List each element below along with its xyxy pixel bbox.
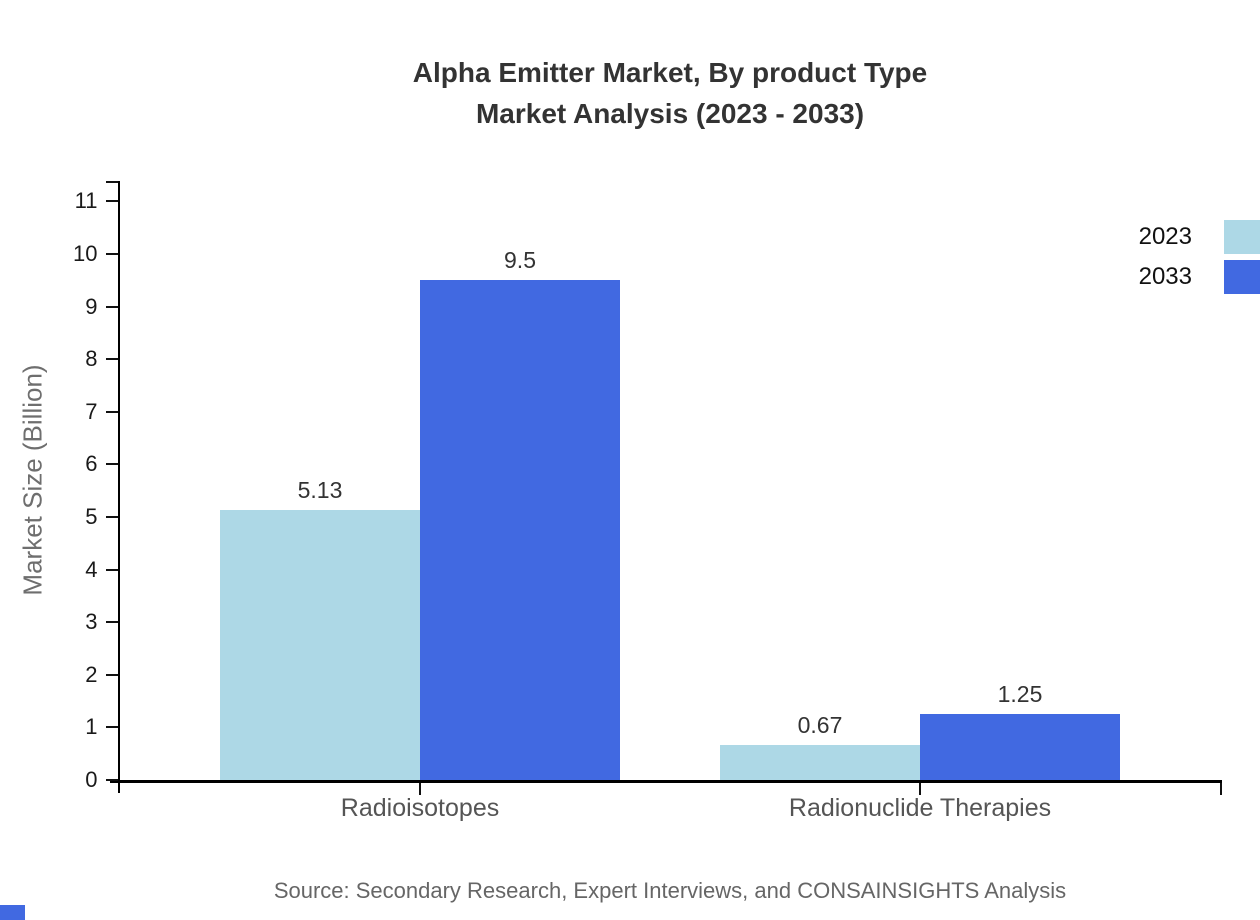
y-tick xyxy=(105,779,118,781)
bar-value-label: 0.67 xyxy=(797,711,843,738)
y-tick-label: 0 xyxy=(85,767,98,792)
y-tick-label: 4 xyxy=(85,556,98,582)
x-tick xyxy=(419,782,421,795)
x-axis-line xyxy=(110,780,1222,783)
y-tick xyxy=(105,568,118,571)
bar-value-label: 5.13 xyxy=(297,477,343,504)
legend-item-2023: 2023 xyxy=(1139,217,1260,257)
y-tick xyxy=(105,516,118,518)
bar-2023-1 xyxy=(720,744,920,780)
bar-value-label: 1.25 xyxy=(997,681,1043,708)
y-tick-label: 5 xyxy=(85,504,98,529)
y-tick xyxy=(105,410,118,413)
y-tick-label: 11 xyxy=(74,188,98,214)
brand-mark xyxy=(0,905,25,920)
category-label: Radioisotopes xyxy=(340,794,500,822)
y-tick-label: 7 xyxy=(85,398,98,424)
y-tick-label: 3 xyxy=(85,609,98,635)
y-tick-label: 10 xyxy=(73,241,98,266)
legend-swatch xyxy=(1224,260,1260,294)
y-tick-label: 8 xyxy=(85,346,98,372)
chart-title-line1: Alpha Emitter Market, By product Type xyxy=(412,57,928,88)
y-tick xyxy=(105,463,118,466)
legend-item-2033: 2033 xyxy=(1139,257,1260,297)
y-tick xyxy=(105,305,118,308)
y-tick xyxy=(105,358,118,361)
bar-2033-0 xyxy=(420,280,620,780)
y-tick xyxy=(105,726,118,729)
legend-label: 2033 xyxy=(1138,263,1192,290)
source-note: Source: Secondary Research, Expert Inter… xyxy=(273,878,1067,903)
y-tick xyxy=(105,200,118,203)
y-axis-line xyxy=(117,181,120,793)
x-tick xyxy=(919,782,921,795)
y-tick-label: 6 xyxy=(85,451,98,477)
y-tick-label: 1 xyxy=(85,714,98,740)
bar-2033-1 xyxy=(920,714,1120,780)
x-axis-end-cap xyxy=(1220,782,1222,795)
y-tick-label: 9 xyxy=(85,293,98,319)
chart-title-line2: Market Analysis (2023 - 2033) xyxy=(475,98,865,129)
bar-2023-0 xyxy=(220,510,420,780)
y-tick xyxy=(105,621,118,624)
bar-value-label: 9.5 xyxy=(504,247,536,274)
legend: 2023 2033 xyxy=(1139,217,1260,297)
y-tick xyxy=(105,253,118,255)
y-axis-end-cap xyxy=(105,181,118,183)
y-tick-label: 2 xyxy=(85,661,98,687)
legend-label: 2023 xyxy=(1138,223,1192,250)
category-label: Radionuclide Therapies xyxy=(788,794,1052,822)
legend-swatch xyxy=(1224,220,1260,254)
chart-title: Alpha Emitter Market, By product Type Ma… xyxy=(0,52,1260,134)
y-tick xyxy=(105,673,118,676)
y-axis-title: Market Size (Billion) xyxy=(17,364,48,596)
